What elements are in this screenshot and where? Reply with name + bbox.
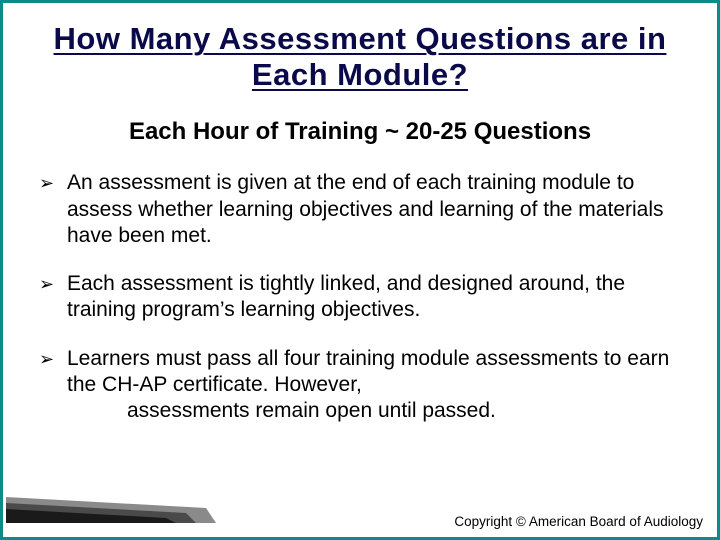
copyright-text: Copyright © American Board of Audiology [454, 514, 703, 529]
bullet-text: Learners must pass all four training mod… [67, 346, 681, 425]
list-item: ➢ An assessment is given at the end of e… [39, 170, 681, 249]
bullet-list: ➢ An assessment is given at the end of e… [37, 170, 683, 424]
bullet-arrow-icon: ➢ [39, 172, 54, 195]
bullet-text-line: Learners must pass all four training mod… [67, 347, 669, 396]
decorative-wedge-icon [6, 463, 226, 523]
list-item: ➢ Each assessment is tightly linked, and… [39, 271, 681, 324]
bullet-text: An assessment is given at the end of eac… [67, 171, 664, 247]
bullet-arrow-icon: ➢ [39, 348, 54, 371]
slide-subtitle: Each Hour of Training ~ 20-25 Questions [37, 118, 683, 146]
bullet-arrow-icon: ➢ [39, 273, 54, 296]
slide-title: How Many Assessment Questions are in Eac… [37, 21, 683, 92]
slide-container: How Many Assessment Questions are in Eac… [3, 3, 717, 537]
bullet-text-indented: assessments remain open until passed. [67, 398, 681, 424]
bullet-text: Each assessment is tightly linked, and d… [67, 272, 625, 321]
list-item: ➢ Learners must pass all four training m… [39, 346, 681, 425]
